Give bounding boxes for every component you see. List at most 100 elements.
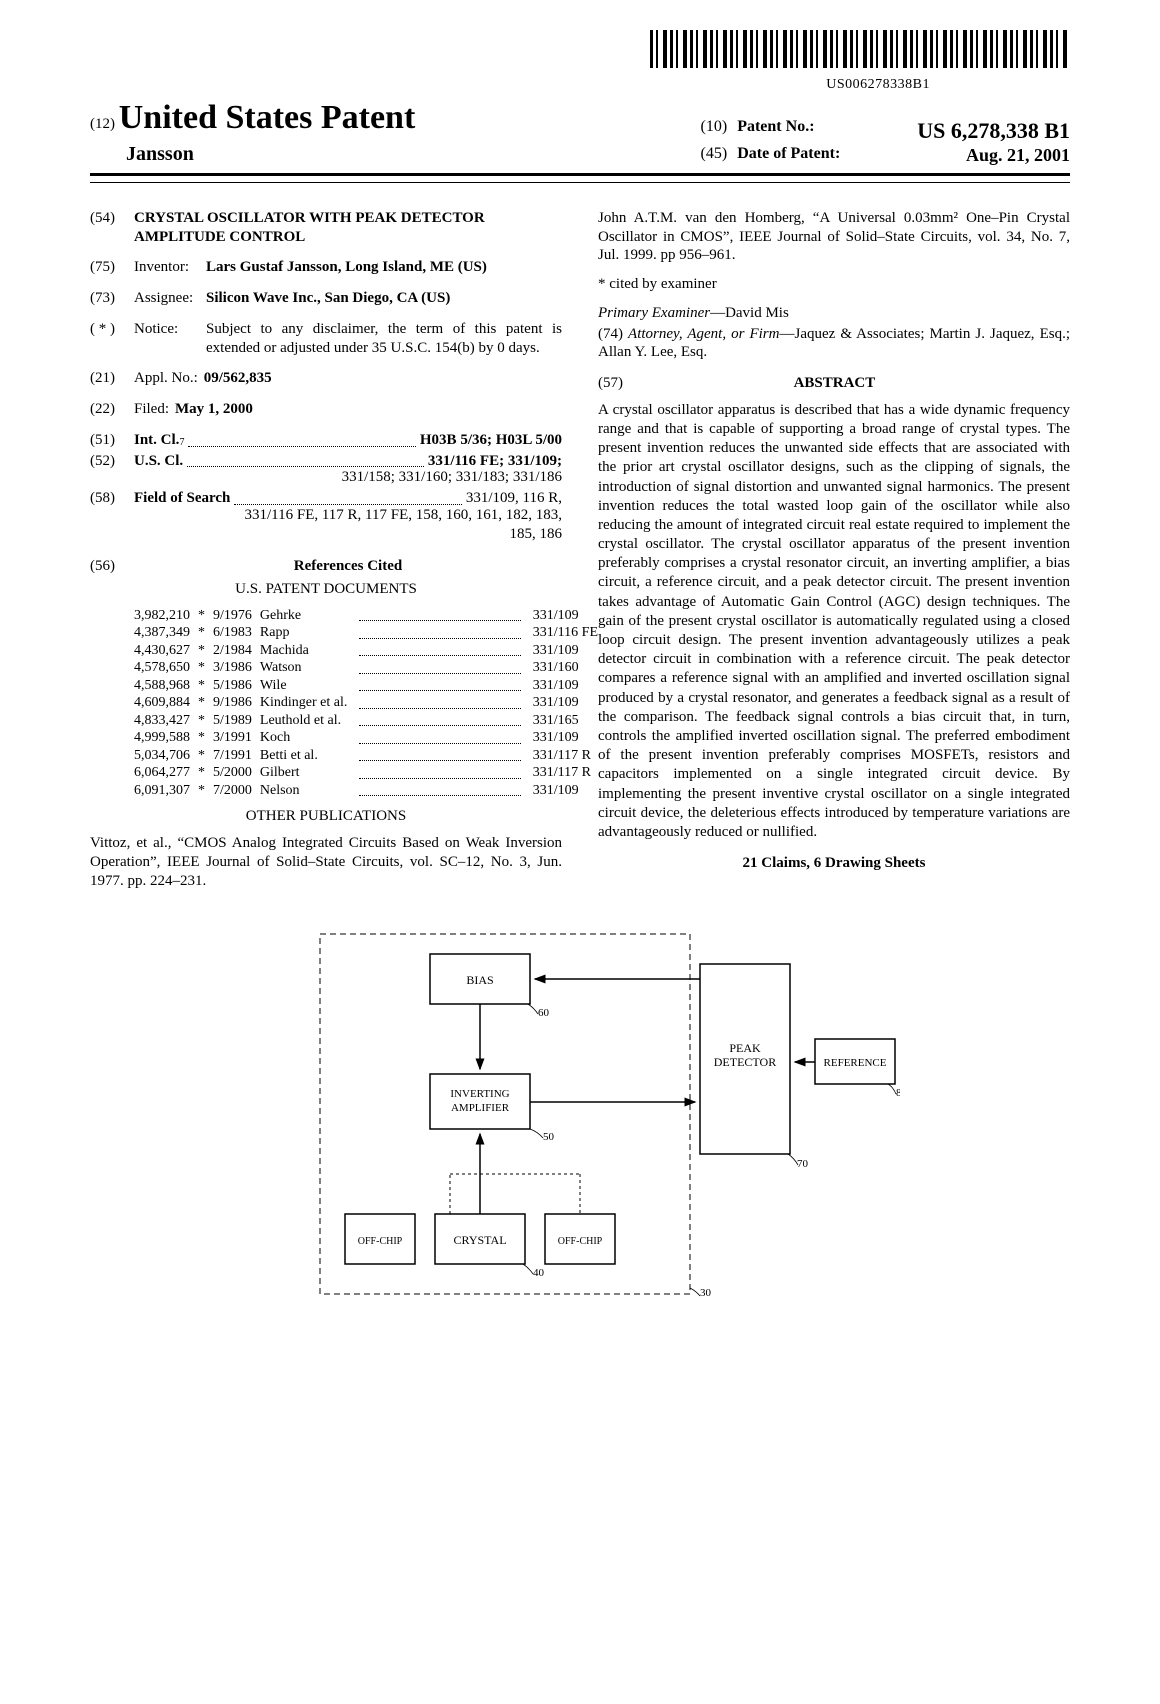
figure: BIAS 60 INVERTING AMPLIFIER 50 PEAK DETE… <box>260 924 900 1304</box>
field-notice: ( * ) Notice: Subject to any disclaimer,… <box>90 320 562 358</box>
f75-body: Lars Gustaf Jansson, Long Island, ME (US… <box>206 258 562 277</box>
f58-num: (58) <box>90 489 134 508</box>
ref-date: 3/1991 <box>209 729 256 747</box>
claims-line: 21 Claims, 6 Drawing Sheets <box>598 854 1070 873</box>
ref-date: 5/1986 <box>209 677 256 695</box>
f56-num: (56) <box>90 557 134 576</box>
fstar-label: Notice: <box>134 320 206 358</box>
field-73: (73) Assignee: Silicon Wave Inc., San Di… <box>90 289 562 308</box>
publication-1: Vittoz, et al., “CMOS Analog Integrated … <box>90 834 562 890</box>
ref-class: 331/109 <box>529 729 602 747</box>
field-54: (54) CRYSTAL OSCILLATOR WITH PEAK DETECT… <box>90 209 562 247</box>
f73-label: Assignee: <box>134 289 206 308</box>
fstar-num: ( * ) <box>90 320 134 358</box>
ref-row: 4,430,627*2/1984Machida331/109 <box>130 642 602 660</box>
ref-num: 4,609,884 <box>130 694 194 712</box>
header-left: (12) United States Patent Jansson <box>90 97 415 167</box>
fig-n30: 30 <box>700 1287 712 1299</box>
ref-mark: * <box>194 677 209 695</box>
ref-class: 331/109 <box>529 642 602 660</box>
f58-val: 331/109, 116 R, <box>466 489 562 508</box>
field-75: (75) Inventor: Lars Gustaf Jansson, Long… <box>90 258 562 277</box>
main-columns: (54) CRYSTAL OSCILLATOR WITH PEAK DETECT… <box>90 209 1070 901</box>
f21-label: Appl. No.: <box>134 369 198 388</box>
ref-row: 6,064,277*5/2000Gilbert331/117 R <box>130 764 602 782</box>
us-docs-head: U.S. PATENT DOCUMENTS <box>90 580 562 599</box>
ref-dots <box>351 659 528 677</box>
f21-num: (21) <box>90 369 134 388</box>
references-table: 3,982,210*9/1976Gehrke331/1094,387,349*6… <box>130 607 602 800</box>
dots <box>188 446 415 447</box>
ref-num: 6,064,277 <box>130 764 194 782</box>
ref-dots <box>351 712 528 730</box>
f75-num: (75) <box>90 258 134 277</box>
ref-date: 5/2000 <box>209 764 256 782</box>
ref-num: 4,833,427 <box>130 712 194 730</box>
ref-name: Gehrke <box>256 607 351 625</box>
fig-n70: 70 <box>797 1158 809 1170</box>
ref-row: 4,999,588*3/1991Koch331/109 <box>130 729 602 747</box>
ref-name: Rapp <box>256 624 351 642</box>
ref-mark: * <box>194 712 209 730</box>
fig-off2: OFF-CHIP <box>558 1236 603 1247</box>
ref-dots <box>351 729 528 747</box>
ref-mark: * <box>194 624 209 642</box>
header-inventor: Jansson <box>126 142 415 167</box>
ref-num: 4,578,650 <box>130 659 194 677</box>
right-column: John A.T.M. van den Homberg, “A Universa… <box>598 209 1070 901</box>
ref-dots <box>351 694 528 712</box>
ref-date: 6/1983 <box>209 624 256 642</box>
ref-mark: * <box>194 782 209 800</box>
ref-class: 331/109 <box>529 677 602 695</box>
ref-mark: * <box>194 659 209 677</box>
ref-num: 3,982,210 <box>130 607 194 625</box>
fig-inv-l2: AMPLIFIER <box>451 1102 510 1114</box>
left-column: (54) CRYSTAL OSCILLATOR WITH PEAK DETECT… <box>90 209 562 901</box>
ref-mark: * <box>194 729 209 747</box>
ref-class: 331/160 <box>529 659 602 677</box>
fig-crystal: CRYSTAL <box>453 1233 506 1247</box>
ref-row: 4,578,650*3/1986Watson 331/160 <box>130 659 602 677</box>
field-21: (21) Appl. No.: 09/562,835 <box>90 369 562 388</box>
fig-peak-l2: DETECTOR <box>714 1055 776 1069</box>
figure-svg: BIAS 60 INVERTING AMPLIFIER 50 PEAK DETE… <box>260 924 900 1304</box>
kind-prefix: (12) <box>90 116 115 132</box>
dots <box>187 466 424 467</box>
f75-text: Lars Gustaf Jansson, Long Island, ME (US… <box>206 259 487 275</box>
ref-name: Watson <box>256 659 351 677</box>
barcode-text: US006278338B1 <box>90 76 930 94</box>
ref-dots <box>351 607 528 625</box>
ref-row: 5,034,706*7/1991Betti et al.331/117 R <box>130 747 602 765</box>
f57-label: ABSTRACT <box>627 374 1042 393</box>
field-58: (58) Field of Search 331/109, 116 R, <box>90 489 562 508</box>
ref-date: 3/1986 <box>209 659 256 677</box>
f73-num: (73) <box>90 289 134 308</box>
ref-row: 3,982,210*9/1976Gehrke331/109 <box>130 607 602 625</box>
ref-date: 2/1984 <box>209 642 256 660</box>
abstract-text: A crystal oscillator apparatus is descri… <box>598 401 1070 842</box>
ref-date: 9/1976 <box>209 607 256 625</box>
ref-name: Nelson <box>256 782 351 800</box>
ref-dots <box>351 642 528 660</box>
fig-n50: 50 <box>543 1131 555 1143</box>
other-pub-head: OTHER PUBLICATIONS <box>90 807 562 826</box>
thin-rule <box>90 182 1070 183</box>
f58-cont: 331/116 FE, 117 R, 117 FE, 158, 160, 161… <box>90 506 562 544</box>
ref-mark: * <box>194 694 209 712</box>
ref-num: 5,034,706 <box>130 747 194 765</box>
f52-label: U.S. Cl. <box>134 452 183 471</box>
patent-date: Aug. 21, 2001 <box>917 144 1070 167</box>
header-row: (12) United States Patent Jansson (10) P… <box>90 97 1070 176</box>
publication-2: John A.T.M. van den Homberg, “A Universa… <box>598 209 1070 265</box>
ref-num: 4,999,588 <box>130 729 194 747</box>
f51-num: (51) <box>90 431 134 450</box>
patent-no-prefix: (10) <box>701 117 728 145</box>
ref-class: 331/109 <box>529 694 602 712</box>
ref-num: 4,387,349 <box>130 624 194 642</box>
ref-class: 331/165 <box>529 712 602 730</box>
ref-class: 331/109 <box>529 607 602 625</box>
ref-date: 7/1991 <box>209 747 256 765</box>
fig-n40: 40 <box>533 1267 545 1279</box>
patent-no: US 6,278,338 B1 <box>917 117 1070 145</box>
ref-dots <box>351 782 528 800</box>
